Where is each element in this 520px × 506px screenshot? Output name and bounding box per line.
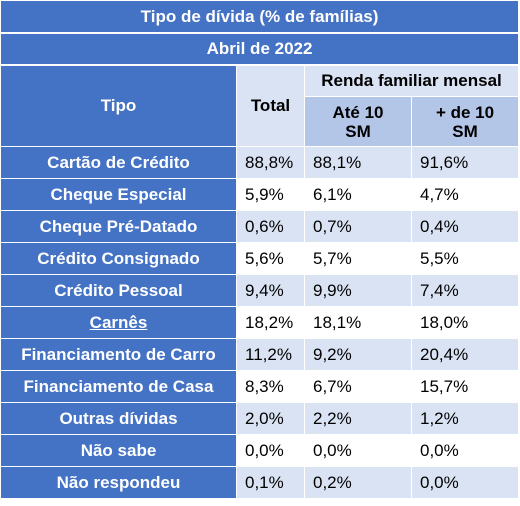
row-label: Não respondeu (0, 466, 237, 499)
cell-mais-10: 20,4% (410, 338, 520, 371)
cell-ate-10: 2,2% (304, 402, 412, 435)
row-label-text: Carnês (89, 313, 148, 332)
cell-mais-10: 1,2% (410, 402, 520, 435)
row-label: Não sabe (0, 434, 237, 467)
col-header-ate-10-sm: Até 10 SM (304, 96, 412, 147)
col-header-mais-line2: SM (452, 121, 478, 141)
table-subtitle: Abril de 2022 (0, 32, 520, 66)
table-row: Financiamento de Casa 8,3% 6,7% 15,7% (0, 370, 520, 403)
cell-total: 2,0% (236, 402, 305, 435)
cell-total: 8,3% (236, 370, 305, 403)
cell-mais-10: 4,7% (410, 178, 520, 211)
row-label: Cheque Especial (0, 178, 237, 211)
row-label: Cartão de Crédito (0, 146, 237, 179)
cell-total: 9,4% (236, 274, 305, 307)
cell-total: 88,8% (236, 146, 305, 179)
col-header-total: Total (236, 64, 305, 147)
row-label: Financiamento de Casa (0, 370, 237, 403)
row-label: Outras dívidas (0, 402, 237, 435)
table-row: Crédito Consignado 5,6% 5,7% 5,5% (0, 242, 520, 275)
row-label: Financiamento de Carro (0, 338, 237, 371)
row-label: Carnês (0, 306, 237, 339)
row-label: Crédito Consignado (0, 242, 237, 275)
col-group-renda: Renda familiar mensal (303, 64, 520, 97)
table-row: Não respondeu 0,1% 0,2% 0,0% (0, 466, 520, 499)
table-title: Tipo de dívida (% de famílias) (0, 0, 520, 34)
table-row: Financiamento de Carro 11,2% 9,2% 20,4% (0, 338, 520, 371)
cell-total: 5,6% (236, 242, 305, 275)
row-label: Cheque Pré-Datado (0, 210, 237, 243)
cell-ate-10: 6,7% (304, 370, 412, 403)
col-header-ate-line1: Até 10 (332, 102, 384, 122)
cell-ate-10: 0,2% (304, 466, 412, 499)
cell-ate-10: 0,7% (304, 210, 412, 243)
cell-mais-10: 7,4% (410, 274, 520, 307)
cell-total: 0,0% (236, 434, 305, 467)
table-row: Cartão de Crédito 88,8% 88,1% 91,6% (0, 146, 520, 179)
col-header-mais-10-sm: + de 10 SM (410, 96, 520, 147)
col-header-ate-line2: SM (345, 121, 371, 141)
table-row: Outras dívidas 2,0% 2,2% 1,2% (0, 402, 520, 435)
cell-mais-10: 18,0% (410, 306, 520, 339)
cell-ate-10: 9,2% (304, 338, 412, 371)
cell-ate-10: 18,1% (304, 306, 412, 339)
cell-ate-10: 5,7% (304, 242, 412, 275)
table-row: Carnês 18,2% 18,1% 18,0% (0, 306, 520, 339)
cell-ate-10: 6,1% (304, 178, 412, 211)
row-label: Crédito Pessoal (0, 274, 237, 307)
table-row: Não sabe 0,0% 0,0% 0,0% (0, 434, 520, 467)
cell-mais-10: 91,6% (410, 146, 520, 179)
cell-mais-10: 0,0% (410, 466, 520, 499)
table-row: Cheque Especial 5,9% 6,1% 4,7% (0, 178, 520, 211)
cell-total: 11,2% (236, 338, 305, 371)
cell-total: 0,1% (236, 466, 305, 499)
cell-total: 5,9% (236, 178, 305, 211)
col-header-mais-line1: + de 10 (435, 102, 495, 122)
table-row: Cheque Pré-Datado 0,6% 0,7% 0,4% (0, 210, 520, 243)
table-row: Crédito Pessoal 9,4% 9,9% 7,4% (0, 274, 520, 307)
cell-mais-10: 0,4% (410, 210, 520, 243)
cell-total: 18,2% (236, 306, 305, 339)
cell-mais-10: 0,0% (410, 434, 520, 467)
cell-ate-10: 9,9% (304, 274, 412, 307)
col-header-tipo: Tipo (0, 64, 237, 147)
cell-ate-10: 0,0% (304, 434, 412, 467)
cell-mais-10: 15,7% (410, 370, 520, 403)
cell-total: 0,6% (236, 210, 305, 243)
cell-mais-10: 5,5% (410, 242, 520, 275)
cell-ate-10: 88,1% (304, 146, 412, 179)
